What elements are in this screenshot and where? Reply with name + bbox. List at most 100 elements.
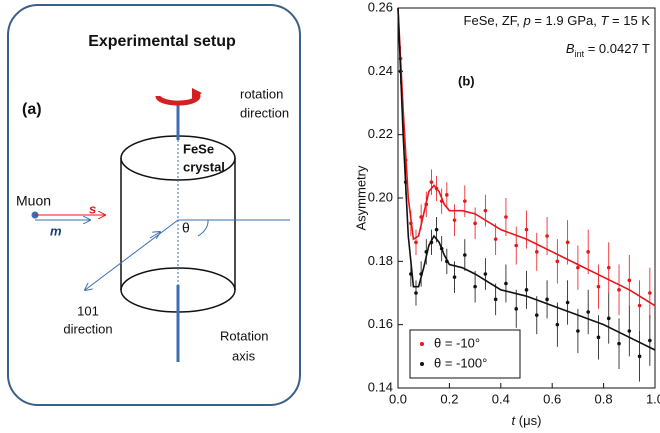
x-tick-label: 0.0 <box>389 391 407 406</box>
data-point <box>565 300 570 305</box>
data-point <box>524 288 529 292</box>
data-point <box>596 335 601 340</box>
data-point <box>586 250 590 254</box>
rotation-label: direction <box>240 105 289 120</box>
y-tick-label: 0.24 <box>368 63 393 78</box>
text-part: p <box>523 13 531 28</box>
direction-arrow <box>85 219 179 290</box>
data-point <box>504 281 508 286</box>
data-point <box>576 265 580 270</box>
axis-label: axis <box>232 348 256 363</box>
data-point <box>452 275 457 279</box>
legend-label: θ = -100° <box>434 355 487 370</box>
y-tick-label: 0.26 <box>368 0 393 14</box>
data-point <box>414 291 418 295</box>
y-tick-label: 0.22 <box>368 126 393 141</box>
data-point <box>524 227 529 232</box>
y-tick-label: 0.14 <box>368 379 393 394</box>
data-point <box>463 199 467 203</box>
text-part: t <box>512 413 517 428</box>
data-point <box>452 218 457 222</box>
text-part: T <box>600 13 609 28</box>
crystal-label: crystal <box>183 159 225 174</box>
data-point <box>637 303 642 308</box>
data-point <box>434 227 439 232</box>
data-point <box>627 278 632 283</box>
direction-label: direction <box>63 321 112 336</box>
panel-frame <box>7 4 301 406</box>
data-point <box>483 272 488 276</box>
data-point <box>648 338 652 343</box>
data-point <box>617 288 621 292</box>
momentum-label: m <box>50 223 62 238</box>
text-part: = 15 K <box>608 13 650 28</box>
text-part: B <box>566 41 575 56</box>
crystal-label: FeSe <box>183 141 214 156</box>
data-point <box>586 310 590 314</box>
data-point <box>576 329 580 333</box>
diagram-title: Experimental setup <box>88 33 236 50</box>
data-point <box>565 240 570 245</box>
legend-label: θ = -10° <box>434 335 480 350</box>
x-tick-label: 0.4 <box>492 391 510 406</box>
legend-marker <box>420 342 424 346</box>
data-point <box>545 234 549 238</box>
data-point <box>648 291 652 295</box>
rotation-label: rotation <box>240 86 283 101</box>
x-tick-label: 0.2 <box>440 391 458 406</box>
panel-label: (b) <box>458 73 475 88</box>
x-tick-label: 0.6 <box>543 391 561 406</box>
data-point <box>514 307 519 311</box>
y-tick-label: 0.20 <box>368 189 393 204</box>
x-axis-label: t (μs) <box>512 413 542 428</box>
muon-label: Muon <box>16 193 51 209</box>
text-part: = 0.0427 T <box>584 41 650 56</box>
data-point <box>555 259 560 264</box>
axis-label: Rotation <box>220 328 268 343</box>
panel-label: (a) <box>22 101 42 118</box>
fit-line <box>397 7 656 351</box>
x-tick-label: 0.8 <box>595 391 613 406</box>
data-point <box>514 243 519 248</box>
y-tick-label: 0.18 <box>368 253 393 268</box>
text-part: int <box>575 49 585 59</box>
x-tick-label: 1.0 <box>646 391 660 406</box>
data-point <box>473 284 477 289</box>
data-point <box>617 341 621 346</box>
data-point <box>534 313 539 317</box>
data-point <box>627 329 632 333</box>
data-point <box>473 221 477 226</box>
data-point <box>596 284 601 289</box>
data-point <box>606 265 611 270</box>
spin-label: s <box>89 201 96 216</box>
legend-marker <box>420 362 424 366</box>
legend-box <box>409 329 521 379</box>
text-part: (μs) <box>515 413 541 428</box>
data-point <box>414 240 418 245</box>
y-tick-label: 0.16 <box>368 316 393 331</box>
data-point <box>483 208 488 213</box>
angle-arc <box>197 219 209 237</box>
data-point <box>463 253 467 257</box>
data-point <box>637 354 642 359</box>
data-point <box>429 180 434 184</box>
data-point <box>493 297 498 302</box>
fit-line <box>397 7 656 307</box>
direction-label: 101 <box>77 303 99 318</box>
data-point <box>445 193 449 197</box>
data-point <box>534 250 539 254</box>
diagram: Experimental setup (a) rotation directio… <box>7 4 301 406</box>
y-axis-label: Asymmetry <box>353 165 368 231</box>
rotation-arrow <box>155 90 201 106</box>
annotation: FeSe, ZF, p = 1.9 GPa, T = 15 K <box>464 13 651 28</box>
text-part: = 1.9 GPa, <box>531 13 601 28</box>
data-point <box>504 215 508 219</box>
text-part: FeSe, ZF, <box>464 13 524 28</box>
rotation-arrowhead <box>192 88 202 99</box>
annotation: Bint = 0.0427 T <box>566 41 650 59</box>
angle-arrow <box>149 232 160 238</box>
data-point <box>606 316 611 321</box>
data-point <box>545 297 549 302</box>
data-point <box>493 237 498 241</box>
